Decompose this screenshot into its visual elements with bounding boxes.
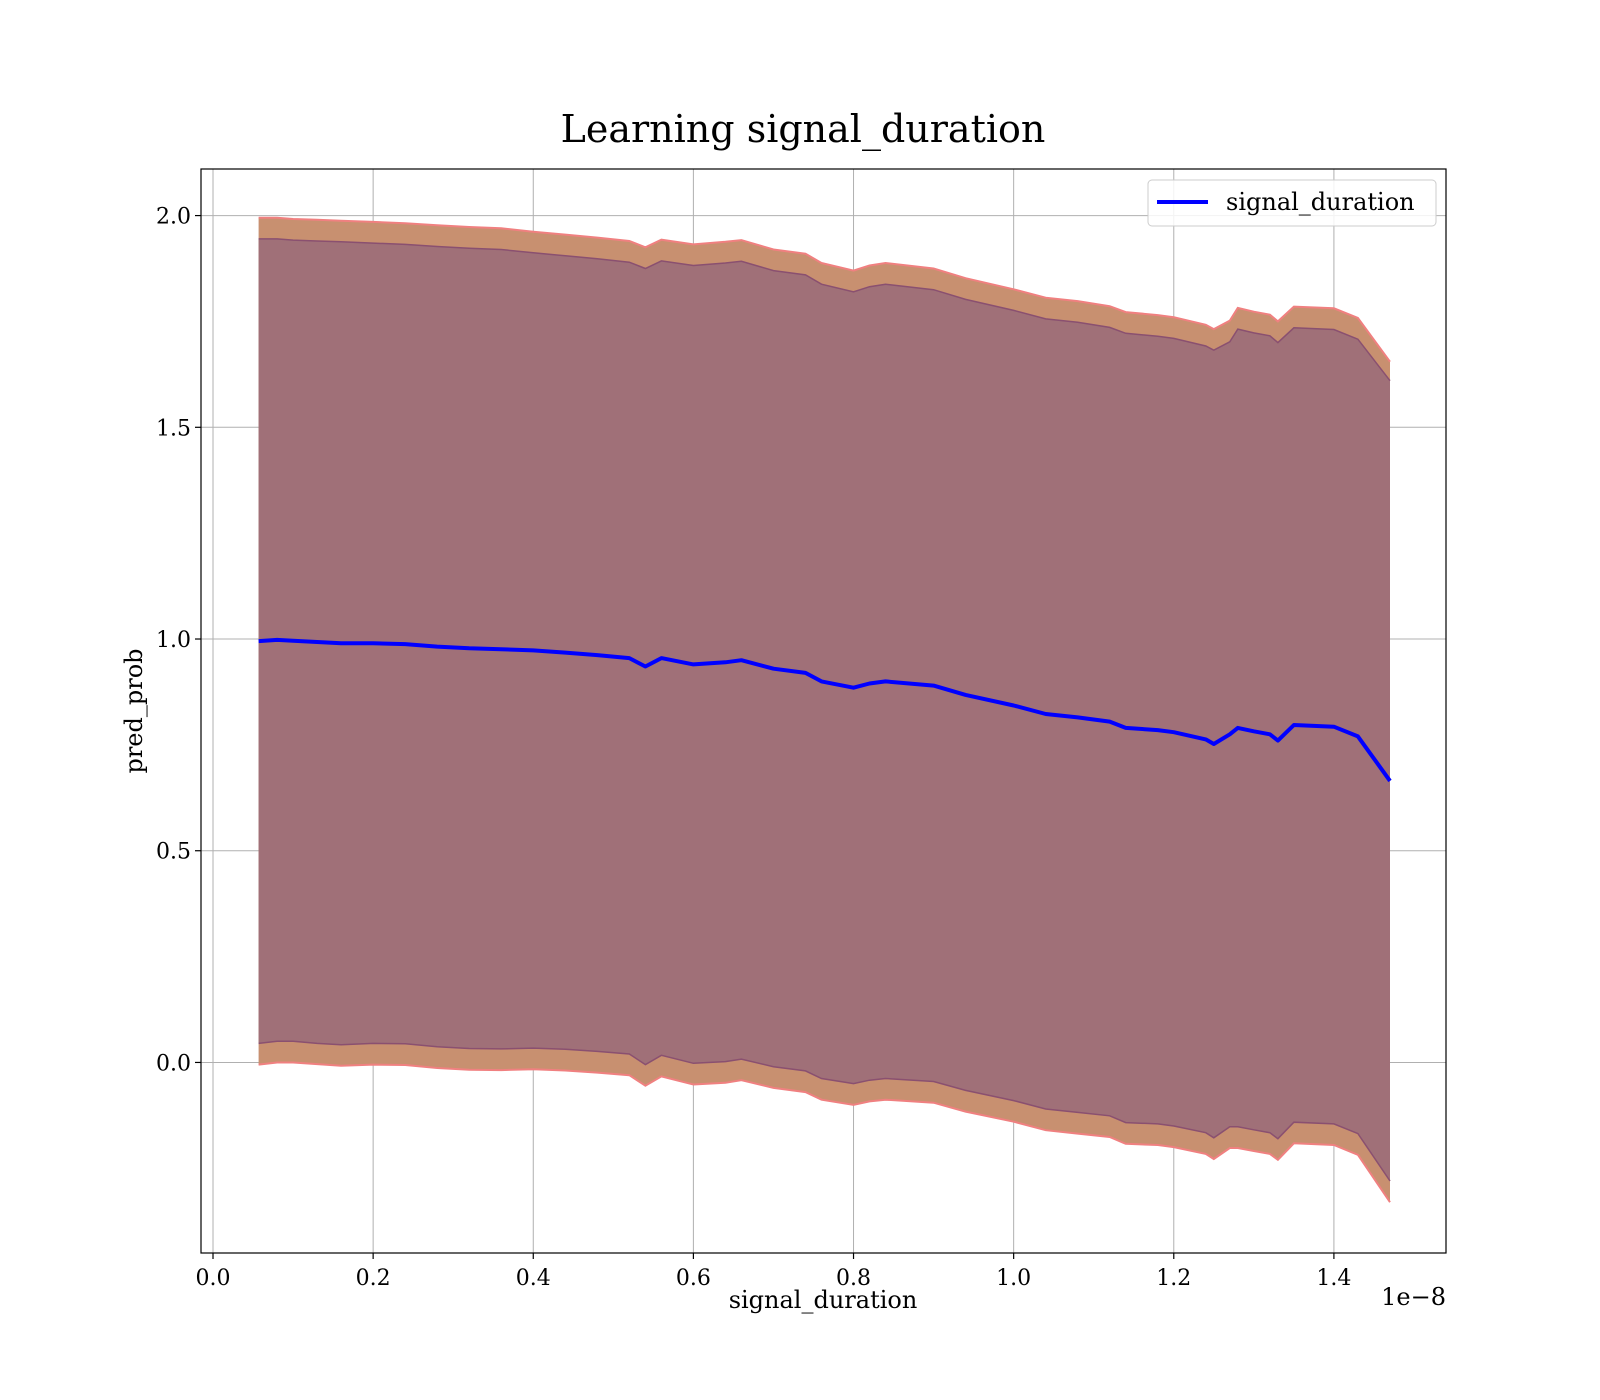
x-axis-label: signal_duration [729, 1286, 918, 1314]
legend-entry-signal-duration: signal_duration [1226, 188, 1415, 216]
x-tick-label: 1.2 [1156, 1266, 1191, 1291]
x-tick-label: 1.0 [996, 1266, 1031, 1291]
band-layer [258, 216, 1391, 1203]
y-tick-label: 0.0 [156, 1051, 191, 1076]
chart-title: Learning signal_duration [561, 107, 1046, 152]
y-tick-label: 1.0 [156, 628, 191, 653]
x-tick-label: 0.4 [516, 1266, 551, 1291]
series-line-signal-duration [258, 637, 1392, 783]
y-axis-label: pred_prob [120, 648, 148, 773]
x-tick-label: 0.8 [836, 1266, 871, 1291]
x-tick-label: 0.2 [356, 1266, 391, 1291]
y-tick-label: 2.0 [156, 205, 191, 230]
y-tick-label: 1.5 [156, 416, 191, 441]
legend: signal_duration [1147, 179, 1437, 227]
tick-layer: 0.0 0.2 0.4 0.6 0.8 1.0 1.2 1.4 0.0 0.5 1.0 1.5 2.0 [156, 205, 1351, 1291]
y-tick-label: 0.5 [156, 840, 191, 865]
x-tick-label: 0.6 [676, 1266, 711, 1291]
x-tick-label: 0.0 [196, 1266, 231, 1291]
legend-box [1147, 179, 1437, 227]
outer-band-upper-edge [258, 216, 1391, 363]
x-offset-label: 1e−8 [1381, 1283, 1446, 1311]
inner-band [258, 238, 1391, 1181]
outer-band-lower-edge [258, 1061, 1391, 1203]
line-layer [258, 637, 1392, 783]
inner-band-lower-edge [258, 1040, 1391, 1182]
inner-band-upper-edge [258, 238, 1391, 382]
x-tick-label: 1.4 [1316, 1266, 1351, 1291]
plot-frame [200, 168, 1447, 1254]
